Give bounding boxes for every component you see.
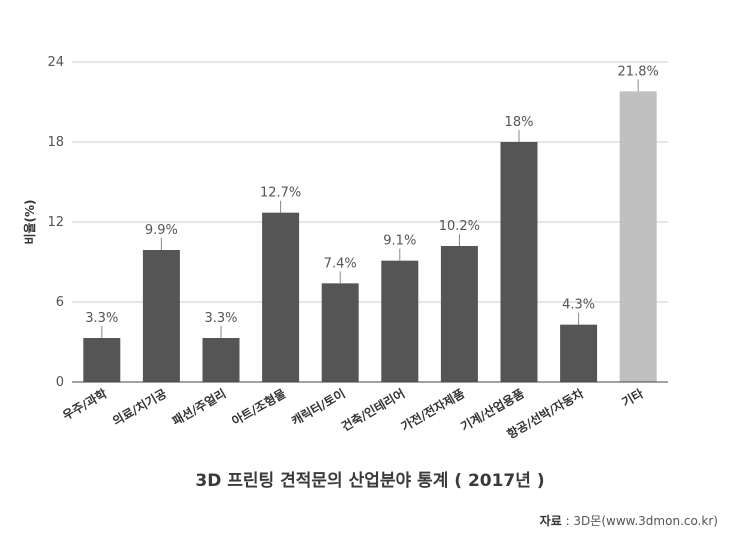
y-tick-label: 18 <box>47 135 64 150</box>
y-tick-label: 6 <box>56 295 64 310</box>
y-tick-label: 12 <box>47 215 64 230</box>
x-tick-label: 기타 <box>619 386 646 410</box>
x-tick-label: 우주/과학 <box>60 386 110 423</box>
x-tick-label: 건축/인테리어 <box>339 386 408 434</box>
bar <box>381 260 419 382</box>
source-text: 3D몬(www.3dmon.co.kr) <box>573 514 718 528</box>
value-label: 9.1% <box>383 234 416 249</box>
x-tick-label: 의료/치기공 <box>110 386 169 429</box>
x-tick-label: 아트/조형물 <box>229 386 288 429</box>
value-label: 18% <box>505 115 534 130</box>
value-label: 21.8% <box>618 64 659 79</box>
bar <box>142 250 180 382</box>
value-label: 7.4% <box>324 256 357 271</box>
bar <box>619 91 657 382</box>
value-label: 4.3% <box>562 298 595 313</box>
bar <box>202 338 240 382</box>
bar <box>262 212 300 382</box>
value-label: 12.7% <box>260 186 301 201</box>
bar <box>560 324 598 382</box>
bar <box>440 246 478 382</box>
x-tick-label: 패션/주얼리 <box>169 386 228 429</box>
source-note: 자료 : 3D몬(www.3dmon.co.kr) <box>540 512 718 529</box>
y-tick-label: 24 <box>47 55 64 70</box>
value-label: 3.3% <box>85 311 118 326</box>
value-label: 3.3% <box>204 311 237 326</box>
bar <box>321 283 359 382</box>
y-axis-title: 비율(%) <box>22 199 37 244</box>
value-label: 9.9% <box>145 223 178 238</box>
source-separator: : <box>561 514 574 528</box>
bar <box>500 142 538 382</box>
source-label: 자료 <box>539 514 562 528</box>
chart-title: 3D 프린팅 견적문의 산업분야 통계 ( 2017년 ) <box>195 471 545 491</box>
value-label: 10.2% <box>439 219 480 234</box>
bar <box>83 338 121 382</box>
x-tick-label: 가전/전자제품 <box>398 386 467 434</box>
y-tick-label: 0 <box>56 375 64 390</box>
